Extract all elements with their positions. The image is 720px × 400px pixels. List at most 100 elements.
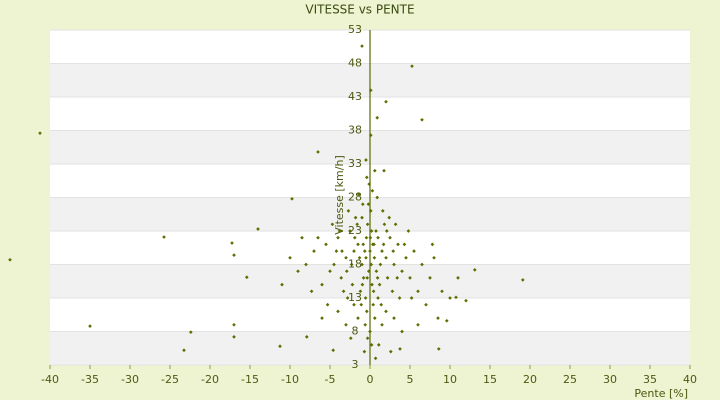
point [336,235,340,240]
point [232,322,236,327]
point [331,348,336,353]
point [340,249,344,253]
point [360,215,364,220]
point [472,268,477,272]
point [436,347,441,351]
point [410,64,414,69]
point [374,269,379,274]
x-tick-label: -20 [201,373,219,386]
point [398,347,402,351]
point [304,335,309,339]
point [373,356,378,361]
point [365,222,370,227]
point [388,349,393,354]
point [456,276,460,280]
point [376,296,380,300]
point [409,296,414,300]
point [378,262,383,267]
chart-title: VITESSE vs PENTE [305,3,414,17]
point [392,316,396,320]
x-tick-label: -25 [161,373,179,386]
point [428,276,432,280]
point [324,242,328,247]
y-tick-label: 3 [352,358,359,371]
point [382,222,387,227]
point [368,235,373,240]
point [384,255,388,260]
x-tick-label: 10 [443,373,457,386]
point [368,329,372,334]
point [364,175,369,180]
point [416,289,420,294]
point [365,276,370,280]
point [368,209,373,213]
point [344,269,349,274]
point [385,276,390,280]
x-tick-label: -30 [121,373,139,386]
point [367,182,372,186]
point [400,329,404,334]
point [384,229,389,233]
point [360,44,364,48]
y-tick-label: 18 [348,258,362,271]
point [416,322,420,327]
point [375,195,380,200]
point [397,296,402,300]
point [366,269,371,274]
point [364,255,368,260]
point [404,255,408,260]
point [424,302,428,307]
point [350,282,355,287]
x-tick-label: -5 [325,373,336,386]
point [328,269,332,274]
x-tick-label: 20 [523,373,537,386]
point [365,336,370,341]
point [370,188,375,193]
y-tick-label: 53 [348,23,362,36]
point [364,235,369,240]
x-tick-label: 35 [643,373,657,386]
y-tick-label: 43 [348,90,362,103]
point [382,168,386,173]
point [362,349,367,354]
point [344,255,348,260]
point [359,302,364,307]
point [454,295,458,300]
point [368,133,373,138]
point [388,235,392,240]
x-tick-label: 5 [407,373,414,386]
point [372,316,377,320]
point [387,215,392,220]
point [372,168,377,173]
point [312,249,316,253]
x-tick-label: 25 [563,373,577,386]
point [280,282,284,287]
y-tick-label: 8 [352,325,359,338]
x-tick-label: -10 [281,373,299,386]
point [366,202,371,207]
point [376,343,381,347]
point [345,296,350,300]
point [380,322,384,327]
point [370,242,375,247]
point [372,255,377,260]
point [309,289,314,294]
point [348,336,353,341]
point [349,262,354,267]
y-tick-label: 48 [348,57,362,70]
point [353,215,358,220]
point [316,150,320,154]
y-tick-label: 33 [348,157,362,170]
point [368,249,372,253]
x-tick-label: -40 [41,373,59,386]
point [356,316,360,320]
point [369,262,374,267]
point [395,276,400,280]
y-tick-label: 23 [348,224,362,237]
point [358,289,363,294]
point [330,222,335,227]
y-tick-label: 13 [348,291,362,304]
point [380,249,384,253]
point [406,229,411,233]
